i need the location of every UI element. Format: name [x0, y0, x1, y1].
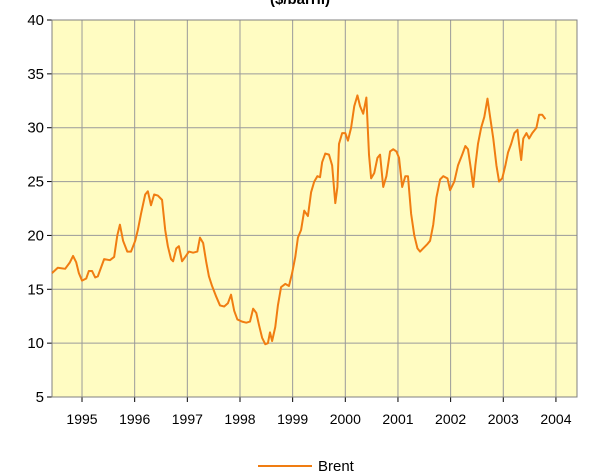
y-tick-label: 10: [27, 335, 44, 352]
x-tick-label: 1999: [277, 411, 308, 427]
y-tick-label: 35: [27, 66, 44, 83]
plot-border: [51, 19, 578, 398]
x-tick-label: 2003: [488, 411, 519, 427]
x-tick-label: 1997: [172, 411, 203, 427]
y-tick-label: 40: [27, 12, 44, 29]
plot-area: [52, 20, 577, 397]
x-tick-label: 2000: [330, 411, 361, 427]
x-tick-label: 1995: [66, 411, 97, 427]
x-tick-label: 1998: [224, 411, 255, 427]
y-tick-label: 30: [27, 120, 44, 137]
x-tick-label: 2004: [540, 411, 571, 427]
y-tick-label: 5: [36, 389, 44, 406]
x-tick-label: 1996: [119, 411, 150, 427]
y-tick-label: 20: [27, 227, 44, 244]
legend-label: Brent: [318, 458, 355, 475]
x-tick-label: 2001: [382, 411, 413, 427]
y-tick-label: 25: [27, 174, 44, 191]
chart-title: ($/barril): [270, 0, 330, 8]
series-line: [51, 94, 547, 346]
x-tick-label: 2002: [435, 411, 466, 427]
y-tick-label: 15: [27, 281, 44, 298]
